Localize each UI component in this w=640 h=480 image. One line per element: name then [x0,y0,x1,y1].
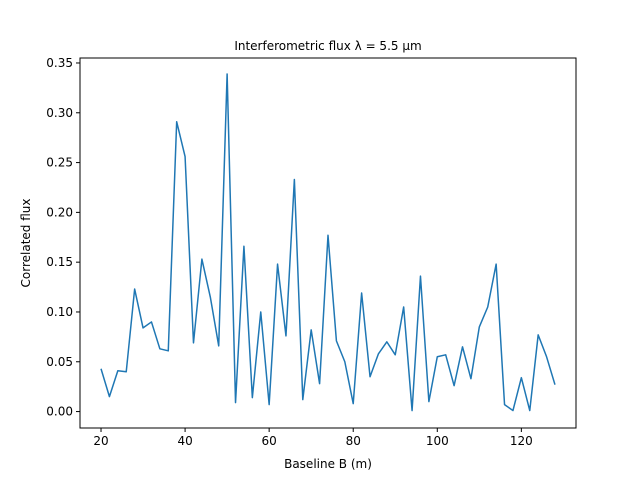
x-tick-label: 120 [510,434,533,448]
x-tick-label: 60 [262,434,277,448]
x-axis-label: Baseline B (m) [284,457,372,471]
x-tick-label: 20 [93,434,108,448]
y-tick-label: 0.15 [46,255,73,269]
plot-area [100,73,556,412]
y-axis-label: Correlated flux [19,199,33,288]
y-tick-label: 0.25 [46,156,73,170]
y-tick-label: 0.05 [46,355,73,369]
chart-title: Interferometric flux λ = 5.5 μm [234,39,421,53]
y-tick-label: 0.30 [46,106,73,120]
y-tick-label: 0.10 [46,305,73,319]
y-tick-label: 0.35 [46,56,73,70]
x-tick-label: 80 [346,434,361,448]
y-tick-label: 0.20 [46,205,73,219]
x-tick-label: 40 [177,434,192,448]
x-tick-label: 100 [426,434,449,448]
plot-frame [79,57,577,429]
series-line [100,73,556,412]
y-tick-label: 0.00 [46,405,73,419]
x-axis: 20 40 60 80 100 120 [93,428,533,448]
y-axis: 0.00 0.05 0.10 0.15 0.20 0.25 0.30 0.35 [46,56,80,419]
